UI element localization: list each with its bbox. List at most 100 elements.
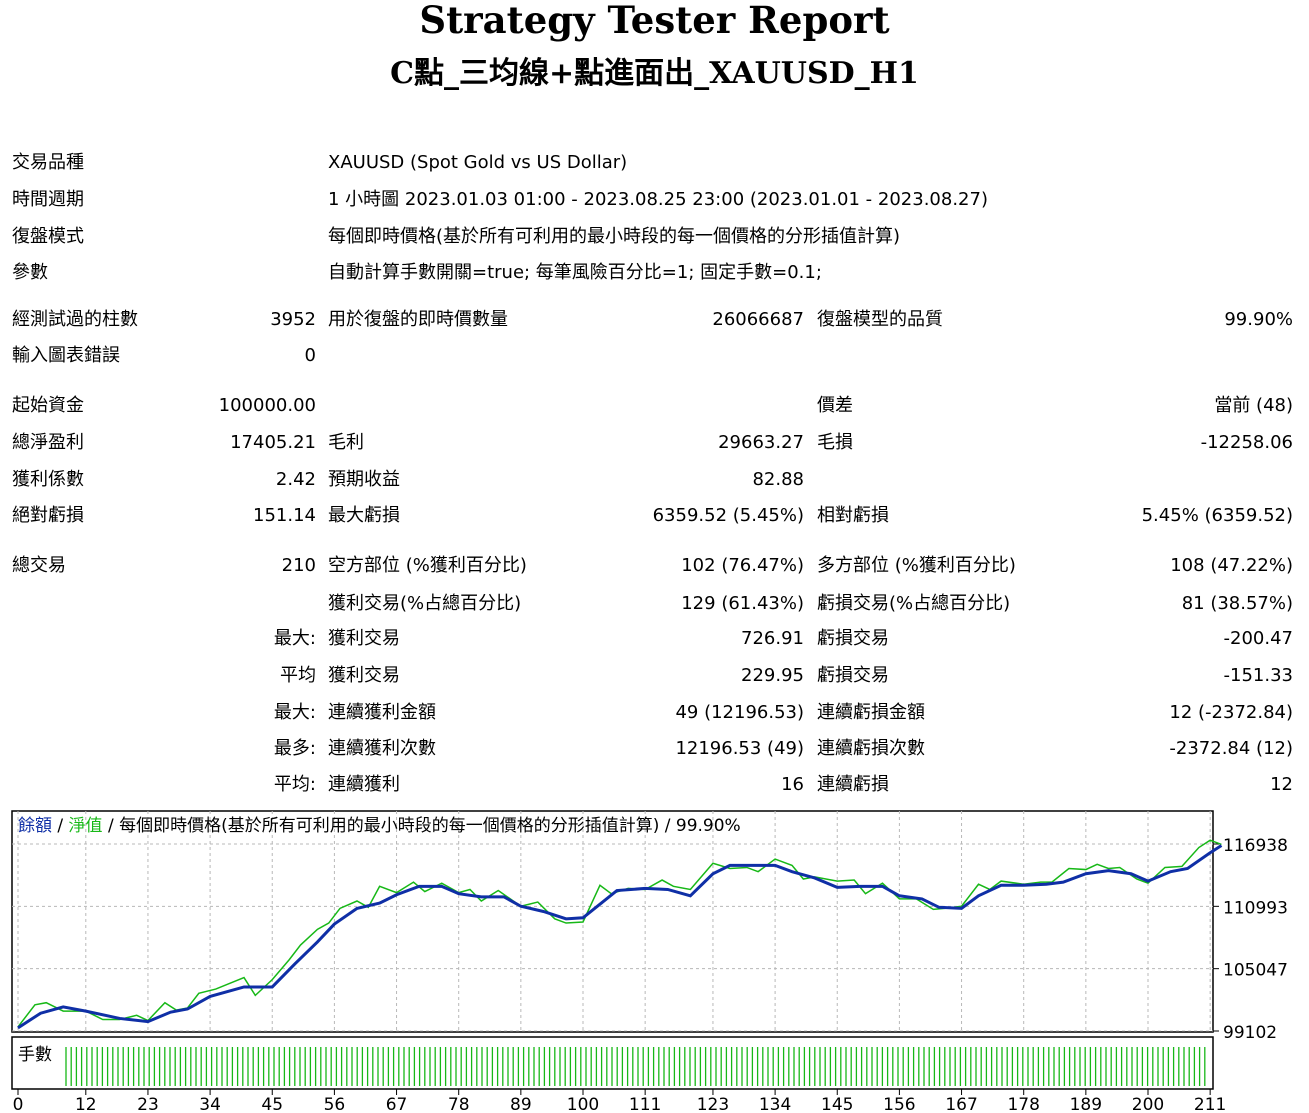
info-label: 交易品種 [12,152,84,173]
info-value: 每個即時價格(基於所有可利用的最小時段的每一個價格的分形插值計算) [328,226,901,247]
stat-value: 49 (12196.53) [675,702,804,723]
stat-label: 連續獲利 [328,774,400,795]
stat-value: 最多: [273,738,316,759]
stats-row: 獲利係數 2.42 預期收益 82.88 [0,465,1309,495]
stats-row: 總淨盈利 17405.21 毛利 29663.27 毛損 -12258.06 [0,428,1309,458]
stat-label: 起始資金 [12,395,84,416]
stat-label: 輸入圖表錯誤 [12,345,120,366]
stat-value: 210 [281,555,316,576]
y-tick-label: 116938 [1223,836,1288,856]
stat-value: 16 [781,774,804,795]
stats-row: 絕對虧損 151.14 最大虧損 6359.52 (5.45%) 相對虧損 5.45% (… [0,501,1309,531]
stat-value: 5.45% (6359.52) [1141,505,1293,526]
stat-label: 連續虧損 [817,774,889,795]
stat-value: 17405.21 [230,432,316,453]
stat-value: 最大: [273,702,316,723]
x-tick-label: 34 [199,1095,221,1113]
stats-row: 輸入圖表錯誤 0 [0,341,1309,371]
stat-label: 價差 [817,395,853,416]
x-tick-label: 0 [13,1095,24,1113]
x-tick-label: 100 [567,1095,599,1113]
stat-value: 12196.53 (49) [675,738,804,759]
info-value: 自動計算手數開關=true; 每筆風險百分比=1; 固定手數=0.1; [328,262,822,283]
stat-label: 連續虧損次數 [817,738,925,759]
stat-value: 229.95 [741,665,804,686]
x-tick-label: 78 [448,1095,470,1113]
stat-value: 當前 (48) [1214,395,1293,416]
stat-label: 連續獲利次數 [328,738,436,759]
stat-value: 12 [1270,774,1293,795]
y-tick-label: 105047 [1223,961,1288,981]
stat-label: 總淨盈利 [12,432,84,453]
stat-label: 預期收益 [328,469,400,490]
info-row-period: 時間週期 1 小時圖 2023.01.03 01:00 - 2023.08.25… [0,185,1309,215]
stat-value: -2372.84 (12) [1169,738,1293,759]
stat-value: 82.88 [752,469,804,490]
x-tick-label: 56 [324,1095,346,1113]
stat-label: 絕對虧損 [12,505,84,526]
y-tick-label: 110993 [1223,898,1288,918]
stat-value: 81 (38.57%) [1181,593,1293,614]
info-value: 1 小時圖 2023.01.03 01:00 - 2023.08.25 23:0… [328,189,988,210]
stat-value: -200.47 [1223,628,1293,649]
stat-label: 空方部位 (%獲利百分比) [328,555,527,576]
stats-row: 起始資金 100000.00 價差 當前 (48) [0,391,1309,421]
report-title: Strategy Tester Report [419,0,890,42]
stats-row: 最大: 獲利交易 726.91 虧損交易 -200.47 [0,624,1309,654]
info-row-parameters: 參數 自動計算手數開關=true; 每筆風險百分比=1; 固定手數=0.1; [0,258,1309,288]
x-tick-label: 189 [1070,1095,1102,1113]
legend-equity: 淨值 [68,816,103,836]
stat-label: 獲利交易 [328,665,400,686]
info-label: 參數 [12,262,48,283]
stat-value: 3952 [270,309,316,330]
x-tick-label: 134 [759,1095,791,1113]
stat-value: 26066687 [712,309,804,330]
stat-value: 151.14 [253,505,316,526]
stat-label: 獲利交易(%占總百分比) [328,593,522,614]
stat-label: 連續虧損金額 [817,702,925,723]
y-tick-label: 99102 [1223,1023,1277,1043]
x-tick-label: 200 [1132,1095,1164,1113]
stats-row: 最大: 連續獲利金額 49 (12196.53) 連續虧損金額 12 (-2372.84… [0,698,1309,728]
stat-value: 2.42 [275,469,316,490]
stat-label: 最大虧損 [328,505,400,526]
balance-line [17,844,1223,1030]
stats-row: 總交易 210 空方部位 (%獲利百分比) 102 (76.47%) 多方部位 (%獲利… [0,551,1309,581]
stat-label: 毛利 [328,432,364,453]
lots-label: 手數 [18,1045,52,1065]
x-tick-label: 156 [883,1095,915,1113]
stat-label: 復盤模型的品質 [817,309,943,330]
chart-legend: 餘額 / 淨值 / 每個即時價格(基於所有可利用的最小時段的每一個價格的分形插值… [18,814,741,838]
x-tick-label: 89 [510,1095,532,1113]
info-value: XAUUSD (Spot Gold vs US Dollar) [328,152,628,173]
stat-label: 毛損 [817,432,853,453]
stat-label: 連續獲利金額 [328,702,436,723]
stat-label: 獲利交易 [328,628,400,649]
stat-label: 虧損交易(%占總百分比) [817,593,1011,614]
stat-value: 最大: [273,628,316,649]
info-row-model: 復盤模式 每個即時價格(基於所有可利用的最小時段的每一個價格的分形插值計算) [0,222,1309,252]
stats-row: 最多: 連續獲利次數 12196.53 (49) 連續虧損次數 -2372.84 (12… [0,734,1309,764]
stats-row: 經測試過的柱數 3952 用於復盤的即時價數量 26066687 復盤模型的品質 99.9… [0,305,1309,335]
stat-value: 0 [304,345,316,366]
stat-label: 虧損交易 [817,665,889,686]
stat-label: 經測試過的柱數 [12,309,138,330]
x-tick-label: 167 [945,1095,977,1113]
info-label: 時間週期 [12,189,84,210]
x-tick-label: 211 [1194,1095,1226,1113]
stat-value: 平均 [280,665,316,686]
legend-model: / 每個即時價格(基於所有可利用的最小時段的每一個價格的分形插值計算) / 99… [102,816,741,836]
x-tick-label: 67 [386,1095,408,1113]
stat-value: 129 (61.43%) [681,593,804,614]
stat-value: 99.90% [1224,309,1293,330]
stat-label: 多方部位 (%獲利百分比) [817,555,1016,576]
stat-value: -12258.06 [1200,432,1293,453]
stat-value: 108 (47.22%) [1170,555,1293,576]
legend-separator: / [52,816,69,836]
stat-value: 6359.52 (5.45%) [652,505,804,526]
x-tick-label: 12 [75,1095,97,1113]
info-label: 復盤模式 [12,226,84,247]
stat-label: 獲利係數 [12,469,84,490]
stat-value: 平均: [273,774,316,795]
